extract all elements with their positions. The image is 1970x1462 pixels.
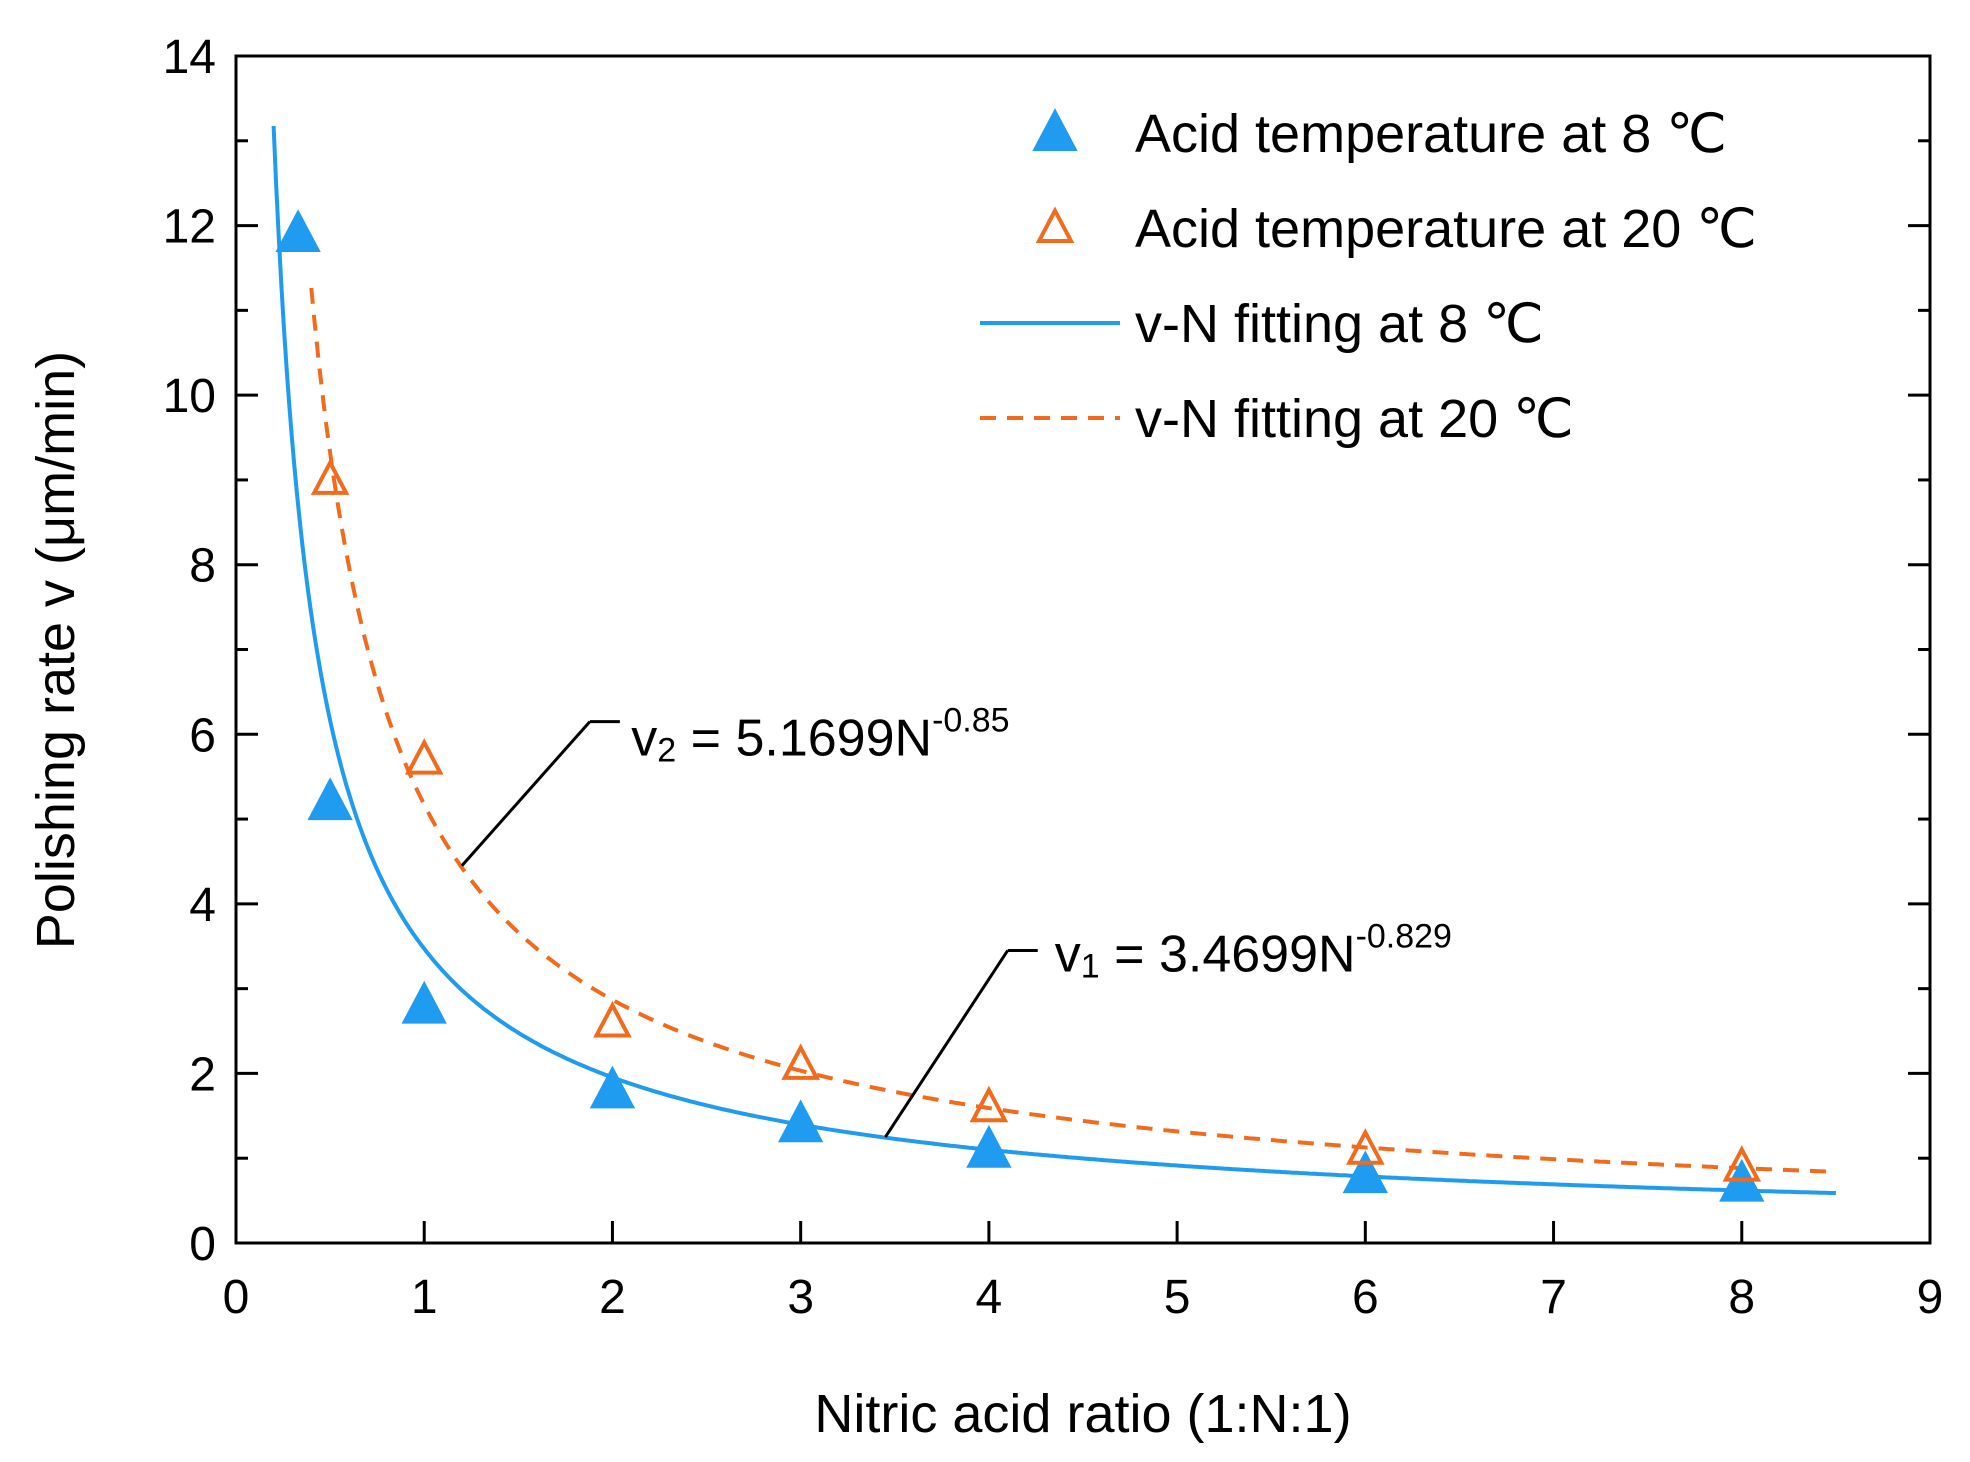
equation-part: -0.829 <box>1356 918 1452 956</box>
marker-20c <box>969 1085 1009 1123</box>
y-tick-label: 6 <box>189 709 216 762</box>
y-tick-label: 10 <box>163 370 216 423</box>
legend-symbol-8c <box>1032 108 1078 152</box>
leader-line-v1 <box>884 949 1009 1138</box>
marker-20c <box>1722 1145 1762 1182</box>
data-markers <box>275 209 1765 1202</box>
leader-line-v2 <box>460 720 591 867</box>
x-tick-label: 3 <box>787 1271 814 1324</box>
marker-20c <box>593 1001 632 1038</box>
marker-20c <box>781 1043 820 1080</box>
marker-20c <box>310 458 350 495</box>
equation-part: -0.85 <box>932 701 1010 739</box>
legend: Acid temperature at 8 ℃ Acid temperature … <box>980 104 1757 449</box>
x-tick-label: 8 <box>1728 1271 1755 1324</box>
y-tick-label: 0 <box>189 1218 216 1271</box>
marker-8c <box>966 1124 1012 1168</box>
legend-label: v-N fitting at 20 ℃ <box>1135 389 1574 449</box>
marker-8c <box>275 209 321 253</box>
x-tick-label: 9 <box>1917 1271 1944 1324</box>
equation-part: v <box>1055 926 1081 984</box>
legend-label: v-N fitting at 8 ℃ <box>1135 294 1544 354</box>
equation-part: 1 <box>1081 948 1100 986</box>
legend-label: Acid temperature at 20 ℃ <box>1135 199 1757 259</box>
x-tick-label: 0 <box>223 1271 250 1324</box>
y-tick-label: 12 <box>163 201 216 254</box>
x-axis-ticks: 0 1 2 3 4 5 6 7 8 9 <box>223 1221 1944 1324</box>
x-tick-label: 6 <box>1352 1271 1379 1324</box>
y-tick-label: 14 <box>163 31 216 84</box>
x-axis-title: Nitric acid ratio (1:N:1) <box>814 1384 1351 1444</box>
marker-8c <box>778 1099 824 1143</box>
equation-part: = 5.1699N <box>676 709 932 767</box>
y-tick-label: 8 <box>189 540 216 593</box>
equation-part: 2 <box>657 731 676 769</box>
marker-8c <box>307 777 353 821</box>
legend-label: Acid temperature at 8 ℃ <box>1135 104 1727 164</box>
y-tick-label: 4 <box>189 879 216 932</box>
marker-8c <box>589 1065 636 1109</box>
fit-curve <box>309 287 1836 1174</box>
marker-20c <box>404 738 444 775</box>
equation-part: = 3.4699N <box>1100 926 1356 984</box>
legend-symbol-20c <box>1035 206 1075 243</box>
y-tick-label: 2 <box>189 1048 216 1101</box>
fit-curves <box>271 125 1836 1196</box>
equation-v1: v1 = 3.4699N-0.829 <box>1055 918 1452 986</box>
fit-curve <box>271 125 1836 1196</box>
equation-part: v <box>631 709 657 767</box>
marker-8c <box>1342 1150 1388 1194</box>
marker-8c <box>401 980 447 1024</box>
x-tick-label: 4 <box>976 1271 1003 1324</box>
marker-20c <box>1346 1128 1385 1165</box>
equation-v2: v2 = 5.1699N-0.85 <box>631 701 1009 769</box>
x-tick-label: 1 <box>411 1271 438 1324</box>
x-tick-label: 2 <box>599 1271 626 1324</box>
x-tick-label: 7 <box>1540 1271 1567 1324</box>
x-tick-label: 5 <box>1164 1271 1191 1324</box>
y-axis-title: Polishing rate v (μm/min) <box>26 351 86 949</box>
